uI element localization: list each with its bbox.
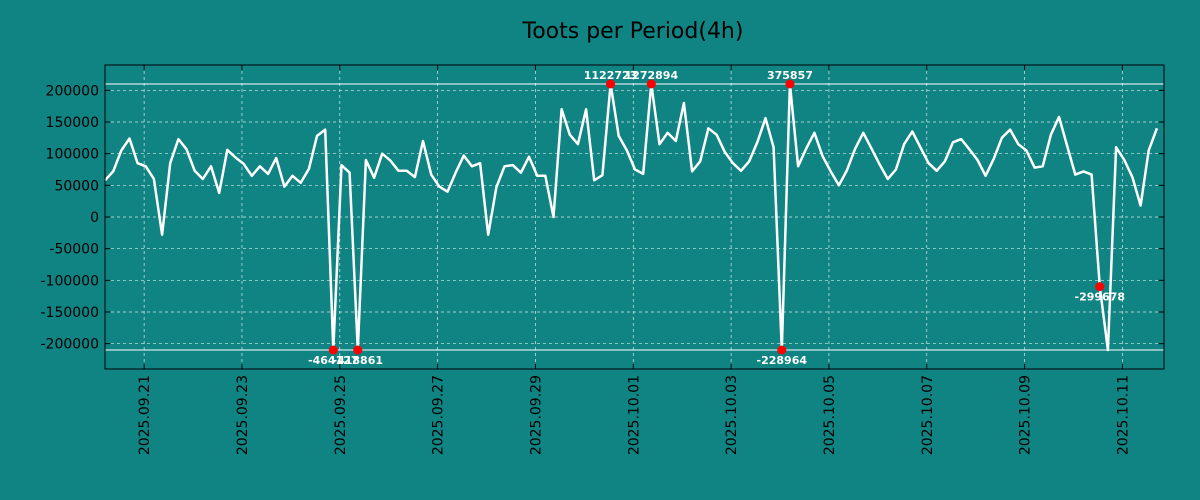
- x-tick-label: 2025.09.27: [431, 375, 447, 455]
- y-tick-label: 150000: [46, 115, 99, 131]
- y-tick-label: 0: [90, 210, 99, 226]
- annotation-label: 1272894: [625, 69, 679, 82]
- clip-markers: [328, 79, 1105, 355]
- chart-title: Toots per Period(4h): [522, 19, 744, 44]
- clip-marker: [328, 345, 338, 355]
- clip-lines: [105, 83, 1164, 351]
- annotation-label: -464127: [308, 354, 359, 367]
- annotation-label: 1122723: [584, 69, 638, 82]
- x-tick-label: 2025.10.07: [920, 375, 936, 455]
- x-tick-label: 2025.09.29: [528, 375, 544, 455]
- clip-marker: [785, 79, 795, 89]
- y-tick-label: 200000: [46, 83, 99, 99]
- clip-marker: [353, 345, 363, 355]
- x-tick-label: 2025.09.21: [137, 375, 153, 455]
- grid: [105, 65, 1164, 369]
- y-tick-label: 100000: [46, 147, 99, 163]
- annotation-label: -299678: [1075, 291, 1126, 304]
- axes: -200000 -150000 -100000 -50000 0 50000 100000 1…: [41, 65, 1164, 455]
- series-toots: [104, 82, 1159, 352]
- x-tick-label: 2025.10.05: [822, 375, 838, 455]
- x-tick-label: 2025.10.03: [724, 375, 740, 455]
- y-tick-label: -200000: [41, 337, 100, 353]
- x-tick-label: 2025.09.23: [235, 375, 251, 455]
- y-tick-label: 50000: [54, 178, 99, 194]
- x-tick-label: 2025.10.01: [626, 375, 642, 455]
- annotation-label: -228964: [757, 354, 808, 367]
- clip-marker: [777, 345, 787, 355]
- y-tick-label: -150000: [41, 305, 100, 321]
- x-tick-label: 2025.10.11: [1115, 375, 1131, 455]
- clip-marker: [1095, 282, 1105, 292]
- series-line: [104, 82, 1159, 352]
- y-tick-label: -100000: [41, 273, 100, 289]
- y-tick-label: -50000: [49, 242, 99, 258]
- x-tick-label: 2025.09.25: [333, 375, 349, 455]
- x-tick-label: 2025.10.09: [1018, 375, 1034, 455]
- clip-marker: [606, 79, 616, 89]
- annotation-label: 375857: [767, 69, 813, 82]
- clip-marker: [646, 79, 656, 89]
- annotation-label: -418861: [333, 354, 384, 367]
